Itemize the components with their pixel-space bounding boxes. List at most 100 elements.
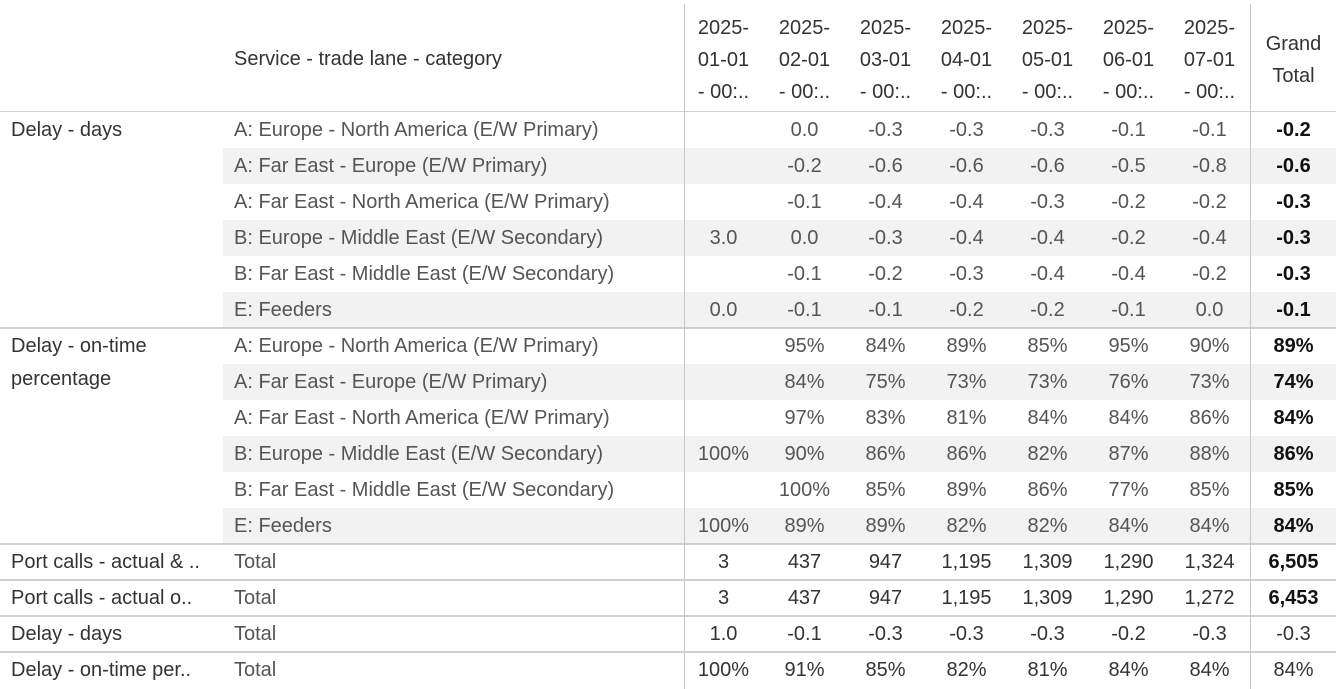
trade-lane-label[interactable]: E: Feeders bbox=[234, 515, 332, 537]
trade-lane-label[interactable]: A: Europe - North America (E/W Primary) bbox=[234, 119, 599, 141]
grand-total-cell[interactable]: -0.3 bbox=[1276, 263, 1311, 285]
value-cell[interactable]: -0.4 bbox=[868, 191, 903, 213]
trade-lane-label[interactable]: A: Far East - North America (E/W Primary… bbox=[234, 407, 610, 429]
grand-total-header[interactable]: Grand Total bbox=[1265, 33, 1322, 87]
value-cell[interactable]: 76% bbox=[1108, 371, 1149, 393]
value-cell[interactable]: 81% bbox=[946, 407, 987, 429]
value-cell[interactable]: -0.2 bbox=[787, 155, 822, 177]
value-cell[interactable] bbox=[683, 112, 764, 148]
value-cell[interactable]: -0.1 bbox=[1192, 119, 1227, 141]
grand-total-cell[interactable]: -0.1 bbox=[1276, 299, 1311, 321]
value-cell[interactable]: 1,290 bbox=[1103, 587, 1154, 609]
value-cell[interactable]: -0.6 bbox=[949, 155, 984, 177]
value-cell[interactable]: -0.2 bbox=[1192, 263, 1227, 285]
value-cell[interactable]: 84% bbox=[865, 335, 906, 357]
total-group-label[interactable]: Delay - on-time per.. bbox=[11, 659, 192, 681]
value-cell[interactable]: -0.3 bbox=[868, 119, 903, 141]
value-cell[interactable]: 87% bbox=[1108, 443, 1149, 465]
value-cell[interactable]: 81% bbox=[1027, 659, 1068, 681]
value-cell[interactable]: 84% bbox=[1027, 407, 1068, 429]
value-cell[interactable]: 100% bbox=[697, 443, 750, 465]
value-cell[interactable]: -0.8 bbox=[1192, 155, 1227, 177]
value-cell[interactable] bbox=[683, 472, 764, 508]
column-header-2025-02[interactable]: 2025- 02-01- 00:.. bbox=[778, 17, 831, 103]
value-cell[interactable] bbox=[683, 364, 764, 400]
row-header-title[interactable]: Service - trade lane - category bbox=[234, 48, 502, 70]
value-cell[interactable]: 1,272 bbox=[1184, 587, 1235, 609]
value-cell[interactable]: 90% bbox=[1189, 335, 1230, 357]
value-cell[interactable]: 1,195 bbox=[941, 587, 992, 609]
value-cell[interactable]: 1,195 bbox=[941, 551, 992, 573]
value-cell[interactable]: -0.3 bbox=[1030, 191, 1065, 213]
group-label[interactable]: Delay - on-time percentage bbox=[11, 335, 147, 390]
column-header-2025-06[interactable]: 2025- 06-01- 00:.. bbox=[1102, 17, 1155, 103]
value-cell[interactable]: -0.1 bbox=[868, 299, 903, 321]
value-cell[interactable]: -0.3 bbox=[949, 263, 984, 285]
value-cell[interactable]: -0.4 bbox=[1192, 227, 1227, 249]
column-header-2025-07[interactable]: 2025- 07-01- 00:.. bbox=[1183, 17, 1236, 103]
value-cell[interactable]: 84% bbox=[1108, 407, 1149, 429]
value-cell[interactable]: -0.2 bbox=[868, 263, 903, 285]
value-cell[interactable]: 73% bbox=[946, 371, 987, 393]
total-group-label[interactable]: Port calls - actual o.. bbox=[11, 587, 193, 609]
trade-lane-label[interactable]: B: Far East - Middle East (E/W Secondary… bbox=[234, 263, 615, 285]
value-cell[interactable]: 85% bbox=[865, 659, 906, 681]
value-cell[interactable]: 90% bbox=[784, 443, 825, 465]
value-cell[interactable]: 77% bbox=[1108, 479, 1149, 501]
value-cell[interactable]: 84% bbox=[1189, 659, 1230, 681]
grand-total-cell[interactable]: -0.3 bbox=[1276, 623, 1311, 645]
total-row-label[interactable]: Total bbox=[234, 551, 277, 573]
value-cell[interactable]: -0.2 bbox=[1111, 227, 1146, 249]
value-cell[interactable]: -0.4 bbox=[1111, 263, 1146, 285]
grand-total-cell[interactable]: 85% bbox=[1273, 479, 1314, 501]
value-cell[interactable]: -0.6 bbox=[868, 155, 903, 177]
total-group-label[interactable]: Port calls - actual & .. bbox=[11, 551, 200, 573]
value-cell[interactable]: 437 bbox=[787, 587, 822, 609]
value-cell[interactable] bbox=[683, 400, 764, 436]
value-cell[interactable]: 947 bbox=[868, 551, 903, 573]
total-group-label[interactable]: Delay - days bbox=[11, 623, 123, 645]
total-row-label[interactable]: Total bbox=[234, 659, 277, 681]
value-cell[interactable]: -0.1 bbox=[787, 299, 822, 321]
value-cell[interactable]: -0.4 bbox=[1030, 263, 1065, 285]
value-cell[interactable]: -0.1 bbox=[787, 623, 822, 645]
value-cell[interactable]: 83% bbox=[865, 407, 906, 429]
value-cell[interactable]: 100% bbox=[697, 659, 750, 681]
value-cell[interactable]: -0.1 bbox=[1111, 119, 1146, 141]
value-cell[interactable] bbox=[683, 184, 764, 220]
value-cell[interactable]: 75% bbox=[865, 371, 906, 393]
value-cell[interactable]: 89% bbox=[946, 335, 987, 357]
value-cell[interactable]: 84% bbox=[784, 371, 825, 393]
value-cell[interactable]: 0.0 bbox=[1195, 299, 1224, 321]
value-cell[interactable]: -0.6 bbox=[1030, 155, 1065, 177]
trade-lane-label[interactable]: A: Europe - North America (E/W Primary) bbox=[234, 335, 599, 357]
grand-total-cell[interactable]: -0.2 bbox=[1276, 119, 1311, 141]
value-cell[interactable]: 100% bbox=[778, 479, 831, 501]
grand-total-cell[interactable]: 89% bbox=[1273, 335, 1314, 357]
column-header-2025-03[interactable]: 2025- 03-01- 00:.. bbox=[859, 17, 912, 103]
group-label[interactable]: Delay - days bbox=[11, 119, 123, 141]
value-cell[interactable]: -0.1 bbox=[787, 191, 822, 213]
value-cell[interactable]: -0.3 bbox=[1030, 119, 1065, 141]
trade-lane-label[interactable]: B: Europe - Middle East (E/W Secondary) bbox=[234, 227, 604, 249]
value-cell[interactable]: 0.0 bbox=[709, 299, 738, 321]
value-cell[interactable]: 84% bbox=[1108, 515, 1149, 537]
value-cell[interactable]: -0.5 bbox=[1111, 155, 1146, 177]
value-cell[interactable]: 95% bbox=[784, 335, 825, 357]
value-cell[interactable]: -0.4 bbox=[1030, 227, 1065, 249]
value-cell[interactable]: -0.3 bbox=[949, 623, 984, 645]
trade-lane-label[interactable]: A: Far East - Europe (E/W Primary) bbox=[234, 155, 548, 177]
grand-total-cell[interactable]: -0.3 bbox=[1276, 227, 1311, 249]
value-cell[interactable]: 82% bbox=[1027, 443, 1068, 465]
value-cell[interactable]: 85% bbox=[865, 479, 906, 501]
column-header-2025-01[interactable]: 2025- 01-01- 00:.. bbox=[697, 17, 750, 103]
value-cell[interactable]: -0.3 bbox=[868, 227, 903, 249]
grand-total-cell[interactable]: -0.6 bbox=[1276, 155, 1311, 177]
value-cell[interactable]: 0.0 bbox=[790, 119, 819, 141]
value-cell[interactable]: 947 bbox=[868, 587, 903, 609]
value-cell[interactable]: 91% bbox=[784, 659, 825, 681]
value-cell[interactable]: 100% bbox=[697, 515, 750, 537]
value-cell[interactable]: 1.0 bbox=[709, 623, 738, 645]
value-cell[interactable]: 86% bbox=[1189, 407, 1230, 429]
value-cell[interactable]: 3 bbox=[717, 551, 730, 573]
